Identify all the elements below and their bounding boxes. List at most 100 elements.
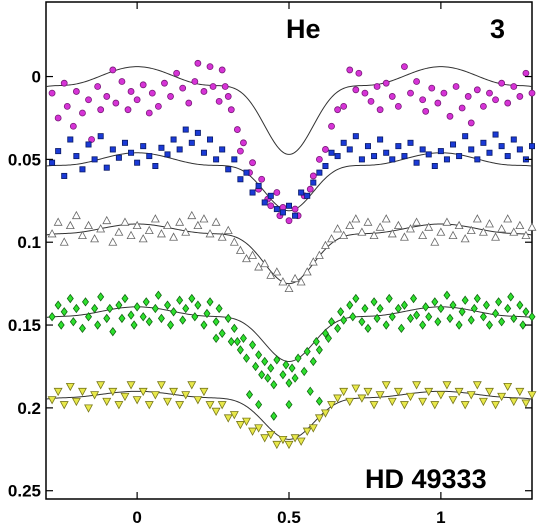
data-point-series-5 bbox=[67, 383, 75, 390]
data-point-series-1 bbox=[517, 93, 523, 99]
data-point-series-4 bbox=[338, 308, 344, 316]
data-point-series-2 bbox=[92, 157, 97, 162]
data-point-series-4 bbox=[371, 298, 377, 306]
data-point-series-4 bbox=[256, 351, 262, 359]
data-point-series-5 bbox=[419, 398, 427, 405]
data-point-series-4 bbox=[180, 316, 186, 324]
data-point-series-5 bbox=[395, 388, 403, 395]
data-point-series-1 bbox=[174, 70, 180, 76]
data-point-series-4 bbox=[259, 371, 265, 379]
data-point-series-1 bbox=[49, 90, 55, 96]
y-tick-label: 0.1 bbox=[17, 233, 41, 252]
data-point-series-2 bbox=[299, 190, 304, 195]
data-point-series-3 bbox=[188, 212, 196, 219]
data-point-series-1 bbox=[414, 79, 420, 85]
data-point-series-4 bbox=[134, 303, 140, 311]
data-point-series-5 bbox=[401, 402, 409, 409]
data-point-series-1 bbox=[395, 103, 401, 109]
data-point-series-4 bbox=[201, 321, 207, 329]
data-point-series-1 bbox=[429, 85, 435, 91]
data-point-series-2 bbox=[365, 144, 370, 149]
data-point-series-1 bbox=[292, 206, 298, 212]
y-tick-label: 0 bbox=[32, 68, 41, 87]
data-point-series-2 bbox=[80, 167, 85, 172]
element-label: He bbox=[286, 14, 321, 44]
data-point-series-3 bbox=[352, 215, 360, 222]
data-point-series-3 bbox=[461, 235, 469, 242]
data-point-series-5 bbox=[370, 402, 378, 409]
data-point-series-2 bbox=[475, 157, 480, 162]
data-point-series-1 bbox=[310, 173, 316, 179]
data-point-series-4 bbox=[304, 348, 310, 356]
data-point-series-1 bbox=[168, 93, 174, 99]
data-point-series-1 bbox=[389, 93, 395, 99]
data-point-series-5 bbox=[237, 421, 245, 428]
data-point-series-5 bbox=[516, 388, 524, 395]
data-point-series-3 bbox=[346, 222, 354, 229]
data-point-series-1 bbox=[234, 127, 240, 133]
data-point-series-3 bbox=[103, 217, 111, 224]
data-point-series-1 bbox=[329, 123, 335, 129]
data-point-series-4 bbox=[216, 304, 222, 312]
data-point-series-4 bbox=[265, 374, 271, 382]
data-point-series-5 bbox=[182, 392, 190, 399]
data-point-series-2 bbox=[116, 155, 121, 160]
data-point-series-5 bbox=[334, 395, 342, 402]
data-point-series-5 bbox=[449, 397, 457, 404]
data-point-series-5 bbox=[261, 435, 269, 442]
data-point-series-3 bbox=[498, 225, 506, 232]
data-point-series-1 bbox=[307, 186, 313, 192]
data-point-series-4 bbox=[408, 314, 414, 322]
data-point-series-4 bbox=[207, 298, 213, 306]
panel-number: 3 bbox=[490, 14, 505, 44]
data-point-series-1 bbox=[474, 87, 480, 93]
data-point-series-4 bbox=[423, 303, 429, 311]
data-point-series-3 bbox=[382, 215, 390, 222]
data-point-series-1 bbox=[356, 70, 362, 76]
data-point-series-3 bbox=[364, 218, 372, 225]
data-point-series-5 bbox=[297, 438, 305, 445]
data-point-series-4 bbox=[225, 314, 231, 322]
data-point-series-1 bbox=[423, 108, 429, 114]
data-point-series-5 bbox=[54, 388, 62, 395]
data-point-series-2 bbox=[529, 144, 534, 149]
data-point-series-3 bbox=[443, 218, 451, 225]
data-point-series-1 bbox=[146, 110, 152, 116]
data-point-series-1 bbox=[341, 103, 347, 109]
data-point-series-4 bbox=[268, 364, 274, 372]
data-point-series-3 bbox=[516, 222, 524, 229]
data-point-series-3 bbox=[176, 218, 184, 225]
data-point-series-5 bbox=[48, 397, 56, 404]
data-point-series-3 bbox=[510, 228, 518, 235]
data-point-series-2 bbox=[353, 134, 358, 139]
data-point-series-2 bbox=[402, 153, 407, 158]
data-point-series-2 bbox=[232, 157, 237, 162]
data-point-series-3 bbox=[401, 233, 409, 240]
data-point-series-2 bbox=[171, 137, 176, 142]
data-point-series-5 bbox=[145, 402, 153, 409]
data-point-series-4 bbox=[70, 318, 76, 326]
data-point-series-4 bbox=[79, 324, 85, 332]
data-point-series-4 bbox=[313, 338, 319, 346]
data-point-series-4 bbox=[438, 304, 444, 312]
data-point-series-5 bbox=[461, 402, 469, 409]
data-point-series-4 bbox=[426, 313, 432, 321]
data-point-series-4 bbox=[155, 291, 161, 299]
data-point-series-4 bbox=[420, 321, 426, 329]
fit-curve-5 bbox=[46, 391, 532, 439]
data-point-series-2 bbox=[135, 160, 140, 165]
data-point-series-2 bbox=[128, 150, 133, 155]
data-point-series-3 bbox=[437, 228, 445, 235]
data-point-series-5 bbox=[127, 382, 135, 389]
data-point-series-3 bbox=[164, 222, 172, 229]
y-tick-label: 0.2 bbox=[17, 399, 41, 418]
data-point-series-2 bbox=[487, 150, 492, 155]
data-point-series-2 bbox=[463, 134, 468, 139]
data-point-series-4 bbox=[274, 356, 280, 364]
data-point-series-4 bbox=[146, 318, 152, 326]
data-point-series-2 bbox=[311, 180, 316, 185]
data-point-series-4 bbox=[237, 346, 243, 354]
data-point-series-3 bbox=[170, 233, 178, 240]
data-point-series-1 bbox=[250, 160, 256, 166]
